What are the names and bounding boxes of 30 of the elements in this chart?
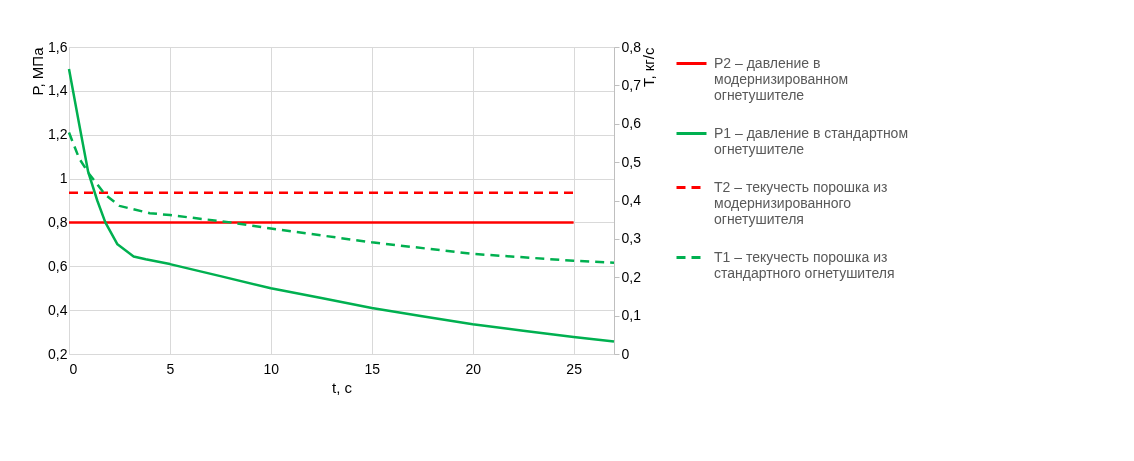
y2-tick-label: 0,7 (621, 76, 642, 93)
x-axis-title: t, с (331, 378, 353, 396)
y-tick-label: 1,2 (48, 126, 68, 143)
y-tick-label: 1,4 (48, 82, 68, 99)
y-tick-label: 0,2 (48, 345, 68, 362)
line-series (67, 67, 616, 343)
y2-tick-label: 0 (621, 345, 630, 362)
y2-tick-label: 0,2 (621, 268, 642, 285)
x-tick-label: 20 (465, 360, 482, 377)
y-tick-label: 0,6 (48, 257, 68, 274)
legend-label: P2 – давление в модернизированном огнетушителе (714, 54, 849, 103)
y-tick-label: 1,6 (48, 38, 68, 55)
y-tick-label: 1 (59, 170, 68, 187)
x-tick-label: 0 (69, 360, 78, 377)
y2-tick-label: 0,1 (621, 307, 642, 324)
legend-label: P1 – давление в стандартном огнетушителе (714, 124, 909, 157)
x-tick-label: 10 (263, 360, 280, 377)
y2-tick-label: 0,3 (621, 230, 642, 247)
legend-label: T2 – текучесть порошка из модернизированного огнетушителя (714, 178, 888, 227)
y2-tick-label: 0,8 (621, 38, 642, 55)
y-tick-label: 0,8 (48, 213, 68, 230)
x-tick-label: 25 (566, 360, 583, 377)
y2-tick-label: 0,4 (621, 192, 642, 208)
y-tick-label: 0,4 (48, 301, 68, 318)
y-axis-title: P, МПа (29, 46, 47, 96)
legend-label: T1 – текучесть порошка из стандартного огнетушителя (714, 248, 895, 281)
y2-tick-label: 0,6 (621, 115, 642, 132)
y2-tick-label: 0,5 (621, 153, 642, 170)
x-tick-label: 5 (166, 360, 175, 377)
x-tick-label: 15 (364, 360, 381, 377)
